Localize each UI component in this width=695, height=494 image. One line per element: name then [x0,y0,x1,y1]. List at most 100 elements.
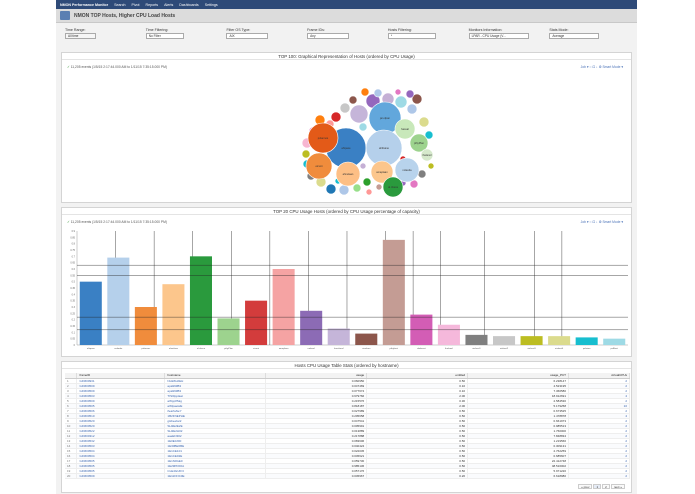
column-header[interactable]: frameID [76,373,166,379]
bubble[interactable] [365,188,373,196]
bar-pthyPlan[interactable] [217,318,240,345]
bubble[interactable] [359,162,367,170]
bubble-pxlannos[interactable] [307,122,339,154]
table-row[interactable]: 15 GFM00504 1E1CE101 0.022045 0.50 2.762259 2 [65,448,630,454]
bubble[interactable] [394,95,408,109]
bubble[interactable] [325,183,337,195]
time-range-picker[interactable]: All time [65,33,96,39]
bar-eicunt[interactable] [245,300,268,345]
column-header[interactable]: usage_PCT [467,373,569,379]
os-type-select[interactable]: AIX [226,33,269,39]
bubble[interactable] [352,183,362,193]
bubble-amaplaan[interactable] [370,160,394,184]
frame-ids-select[interactable]: Any [307,33,350,39]
table-row[interactable]: 12 GFM00312 aaeEN302 0.217888 0.50 7.848834 2 [65,433,630,439]
table-row[interactable]: 20 GFM00509 1E11FFIC0E 0.045967 0.20 6.618980… [65,473,630,479]
bubble-eicunt[interactable] [305,152,333,180]
table-row[interactable]: 16 GFM00504 1E1CE02E 0.045621 0.50 0.685607 2 [65,453,630,459]
bar-pxlHost[interactable] [603,338,626,345]
pager-page-2[interactable]: 2 [602,484,610,489]
bar-ahnelaan[interactable] [162,284,185,345]
bar-aixhost2[interactable] [493,336,516,345]
bubble-ahnelaan[interactable] [335,161,361,187]
bubble[interactable] [394,88,402,96]
bubble[interactable] [348,95,358,105]
bar-panel-tools[interactable]: Job ▾ ○ ⊡ ↓ ⚙ Smart Mode ▾ [580,220,623,224]
bubble[interactable] [360,87,370,97]
bar-nicalaan[interactable] [355,333,378,345]
table-row[interactable]: 9 GFM00520 gHbeefar2 0.047541 0.50 0.661973 2 [65,418,630,424]
table-row[interactable]: 5 GFM00509 aWpplfSkg 0.215576 0.30 2.584530 2 [65,398,630,404]
table-row[interactable]: 18 GFM00505 1E29PDF0A 0.985136 0.50 48.516002… [65,463,630,469]
pager-prev[interactable]: « prev [578,484,593,489]
table-row[interactable]: 4 GFM00503 TISI0pplaat 0.679766 2.00 18.91269… [65,393,630,399]
table-row[interactable]: 19 GFM00505 CLE4GUIF3 0.057176 0.50 5.971220 2 [65,468,630,474]
bubble[interactable] [373,88,383,98]
nav-item-alerts[interactable]: Alerts [164,2,174,7]
table-row[interactable]: 3 GFM00509 apa993B3 0.077674 0.10 7.366580 2 [65,388,630,394]
bubble[interactable] [301,149,311,159]
nav-item-pivot[interactable]: Pivot [131,2,140,7]
bubble[interactable] [424,130,434,140]
nav-item-reports[interactable]: Reports [145,2,159,7]
bubble[interactable] [362,177,372,187]
bubble[interactable] [375,183,383,191]
table-row[interactable]: 11 GFM00522 SH2E2H02 0.013889 0.50 1.760000 2 [65,428,630,434]
column-header[interactable]: entitled [366,373,469,379]
bubble-panel-tools[interactable]: Job ▾ ○ ⊡ ↓ ⚙ Smart Mode ▾ [580,65,623,69]
table-row[interactable]: 7 GFM00506 ifearfaNeY 0.027989 0.50 0.673525 2 [65,408,630,414]
bar-nolanal[interactable] [300,310,323,345]
monitors-select[interactable]: LPAR - CPU Usage (V... [468,33,529,39]
table-row[interactable]: 2 GFM00509 apa993B3 0.047469 0.10 4.523195 2 [65,383,630,389]
table-row[interactable]: 17 GFM00505 1E1N0GE0 0.059730 0.50 22.412748 2 [65,458,630,464]
bar-aixhost4[interactable] [548,336,571,345]
bubble[interactable] [418,116,430,128]
bar-aixhost1[interactable] [465,334,488,345]
stats-mode-select[interactable]: Average [549,33,600,39]
bubble[interactable] [411,93,423,105]
bar-pxlaixm[interactable] [575,337,598,345]
nav-item-dashboards[interactable]: Dashboards [179,2,199,7]
bar-al.nheca[interactable] [189,256,212,345]
bubble-pthyPlan[interactable] [409,133,429,153]
bar-ahtpaxe[interactable] [79,281,102,345]
table-cell: 0.50 [366,413,469,419]
bubble-haceal[interactable] [394,118,416,140]
column-header[interactable]: usage [265,373,368,379]
bar-aixhost3[interactable] [520,336,543,345]
bar-pxlannos[interactable] [134,307,157,345]
hosts-filter-input[interactable]: * [387,33,436,39]
bubble-al.nheca[interactable] [382,176,404,198]
bar-amaplaan[interactable] [272,269,295,345]
bubble[interactable] [406,103,418,115]
nav-item-search[interactable]: Search [114,2,126,7]
table-row[interactable]: 13 GFM00532 1E0E0J00 0.083606 0.50 1.219566 2 [65,438,630,444]
bubble[interactable] [427,162,435,170]
table-row[interactable]: 1 GFM00931 NH2ZH2EH 0.060950 0.50 6.238147 2 [65,378,630,384]
time-filtering-select[interactable]: No Filter [145,33,184,39]
bubble-nolanda[interactable] [394,157,420,183]
column-header[interactable]: hostname [164,373,267,379]
table-row[interactable]: 10 GFM00520 SH2E2E2E 0.005991 0.50 0.985513 2 [65,423,630,429]
bubble[interactable] [330,111,342,123]
bar-nolanda[interactable] [107,257,130,345]
table-row[interactable]: 8 GFM00510 1B2FNEPHE 0.205658 0.50 1.478878 4 [65,413,630,419]
bubble[interactable] [349,104,369,124]
bubble-thelanol[interactable] [420,148,434,162]
nav-item-settings[interactable]: Settings [204,2,218,7]
table-row[interactable]: 6 GFM00505 aWlpaelwE 0.818187 2.00 5.179258 10 [65,403,630,409]
bubble[interactable] [338,184,350,196]
bar-pthyhost[interactable] [382,239,405,345]
table-row[interactable]: 14 GFM00503 1E30BE6BE 0.040424 0.50 0.309131 2 [65,443,630,449]
bar-hacelanol[interactable] [327,328,350,345]
pager-next[interactable]: next » [610,484,625,489]
bar-thelanol[interactable] [437,324,460,345]
bubble[interactable] [405,89,415,99]
bubble[interactable] [339,102,351,114]
column-header[interactable]: virtualCPUs [568,373,630,379]
table-cell: GFM00509 [76,473,166,479]
column-header[interactable] [65,373,78,379]
pager-page-1[interactable]: 1 [593,484,602,489]
bubble[interactable] [358,122,368,132]
nav-brand[interactable]: NMON Performance Monitor [60,2,109,7]
